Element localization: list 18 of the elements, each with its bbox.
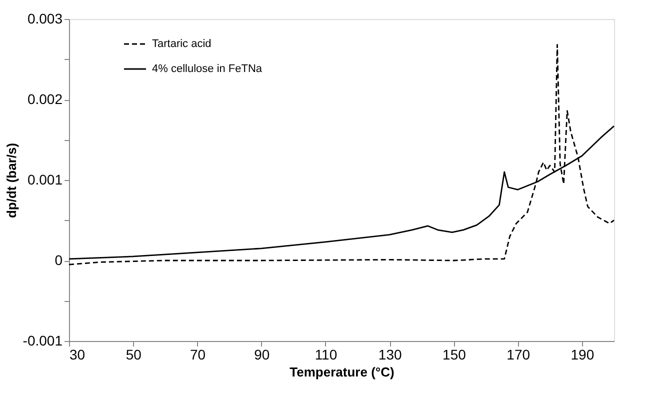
x-tick-label: 70 bbox=[190, 346, 206, 362]
x-tick-label: 90 bbox=[254, 346, 270, 362]
x-tick-label: 170 bbox=[506, 346, 530, 362]
x-tick-label: 50 bbox=[126, 346, 142, 362]
x-tick-label: 30 bbox=[70, 346, 86, 362]
y-tick-label: 0 bbox=[54, 252, 63, 268]
x-tick-label: 110 bbox=[314, 346, 338, 362]
y-tick-label: 0.002 bbox=[27, 91, 63, 107]
legend-label: Tartaric acid bbox=[152, 38, 212, 50]
x-axis-title: Temperature (°C) bbox=[290, 364, 394, 380]
x-tick-label: 190 bbox=[570, 346, 594, 362]
legend-label: 4% cellulose in FeTNa bbox=[152, 63, 263, 75]
y-axis-title: dp/dt (bar/s) bbox=[4, 142, 19, 218]
y-tick-label: 0.001 bbox=[27, 172, 63, 188]
x-tick-label: 130 bbox=[378, 346, 402, 362]
y-tick-label: 0.003 bbox=[27, 10, 63, 26]
x-tick-label: 150 bbox=[442, 346, 466, 362]
y-tick-label: -0.001 bbox=[22, 332, 63, 348]
